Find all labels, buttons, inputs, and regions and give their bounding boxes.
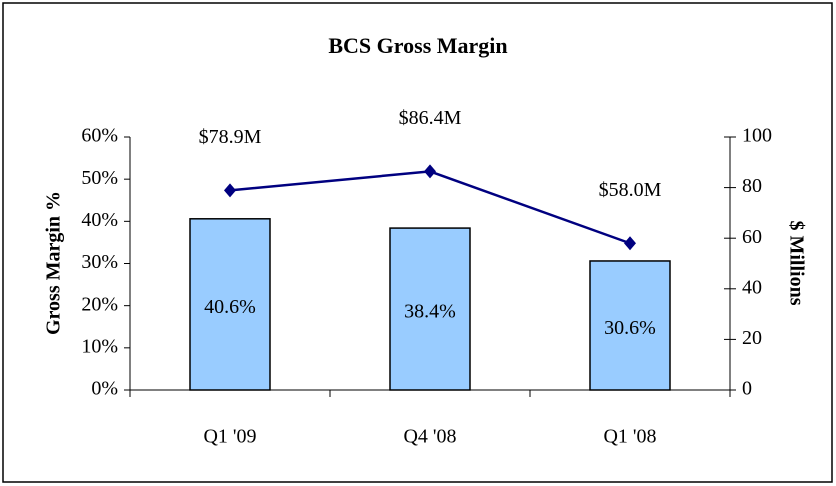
- chart-title: BCS Gross Margin: [328, 33, 507, 58]
- line-marker: [224, 183, 236, 198]
- y-tick-label: 0%: [91, 378, 118, 400]
- x-tick-label: Q1 '09: [203, 426, 256, 448]
- line-value-label: $86.4M: [399, 107, 462, 129]
- line-marker: [424, 164, 436, 179]
- y2-tick-label: 60: [742, 226, 762, 248]
- y2-tick-label: 20: [742, 327, 762, 349]
- y-tick-label: 40%: [81, 209, 118, 231]
- bar-value-label: 40.6%: [204, 296, 256, 318]
- bar: [589, 260, 671, 391]
- y2-tick-label: 40: [742, 276, 762, 298]
- x-tick-label: Q4 '08: [403, 426, 456, 448]
- bar-value-label: 30.6%: [604, 317, 656, 339]
- bar: [389, 227, 471, 391]
- x-tick-label: Q1 '08: [603, 426, 656, 448]
- y-axis-title: Gross Margin %: [43, 191, 65, 335]
- y2-tick-label: 0: [742, 378, 752, 400]
- bar: [189, 218, 271, 391]
- y-tick-label: 60%: [81, 125, 118, 147]
- bar-value-label: 38.4%: [404, 301, 456, 323]
- y-tick-label: 50%: [81, 167, 118, 189]
- line-value-label: $58.0M: [599, 179, 662, 201]
- line-value-label: $78.9M: [199, 126, 262, 148]
- y-tick-label: 20%: [81, 293, 118, 315]
- y-tick-label: 10%: [81, 335, 118, 357]
- line-marker: [624, 236, 636, 251]
- y-tick-label: 30%: [81, 251, 118, 273]
- y2-axis-title: $ Millions: [785, 220, 807, 305]
- y2-tick-label: 80: [742, 175, 762, 197]
- y2-tick-label: 100: [742, 125, 772, 147]
